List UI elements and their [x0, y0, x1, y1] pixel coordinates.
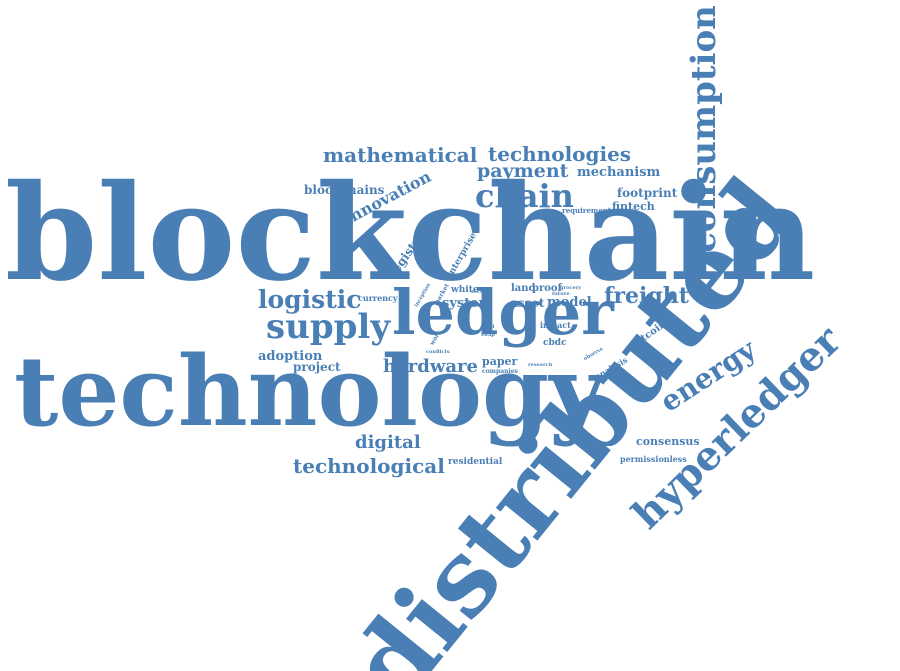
word-consumption: consumption [683, 5, 724, 253]
word-technology: technology [14, 335, 605, 448]
word-logistic: logistic [258, 285, 362, 314]
word-freight: freight [604, 283, 689, 309]
word-impact: impact [540, 320, 571, 330]
word-project: project [293, 360, 341, 374]
word-adoption: adoption [258, 349, 323, 364]
word-mathematical: mathematical [323, 143, 478, 167]
word-blockchain: blockchain [5, 156, 816, 311]
word-supply: supply [266, 307, 391, 347]
word-blockchains: blockchains [304, 183, 385, 197]
word-system: system [442, 296, 493, 311]
word-residential: residential [448, 457, 503, 467]
word-ledger: ledger [392, 276, 614, 349]
word-hardware: hardware [383, 356, 478, 377]
word-cbdc: cbdc [543, 338, 567, 348]
word-grocery: grocery [560, 285, 582, 291]
word-mechanism: mechanism [577, 165, 661, 180]
word-currency: currency [358, 293, 398, 303]
word-chain: chain [475, 177, 574, 215]
word-research: research [528, 362, 553, 368]
word-model: model [547, 295, 592, 310]
word-digital: digital [355, 432, 421, 453]
word-sector: sector [471, 289, 489, 295]
word-payment: payment [477, 160, 569, 182]
word-companies: companies [482, 368, 518, 375]
word-conflicts: conflicts [426, 349, 450, 355]
word-white: white [451, 285, 479, 295]
word-consensus: consensus [636, 435, 700, 448]
word-asset: asset [510, 296, 545, 310]
word-deed: deed [481, 324, 495, 330]
word-technologies: technologies [488, 142, 632, 166]
word-requirement: requirement [562, 206, 612, 215]
word-swap: swap [481, 332, 495, 338]
word-future: future [552, 291, 570, 297]
word-footprint: footprint [617, 186, 678, 200]
word-paper: paper [482, 355, 518, 368]
word-permissionless: permissionless [620, 454, 687, 464]
word-proof: proof [532, 283, 562, 294]
word-fintech: fintech [612, 200, 655, 213]
word-land: land [511, 283, 536, 294]
word-technological: technological [293, 454, 445, 478]
